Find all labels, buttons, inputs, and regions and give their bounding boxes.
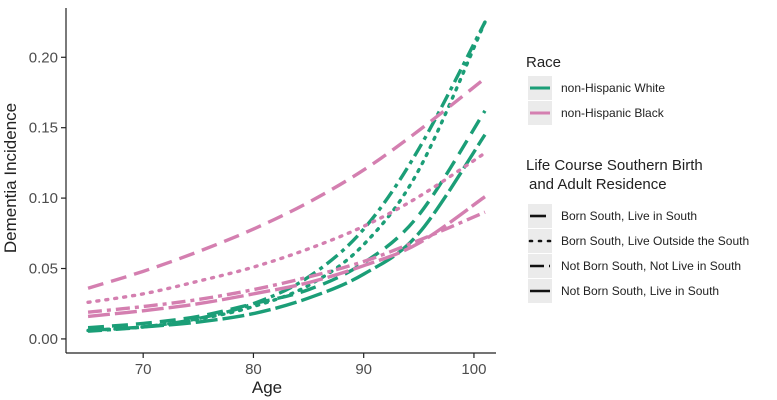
series-line-black-dashdot — [87, 210, 486, 314]
y-tick-label: 0.05 — [29, 261, 58, 278]
x-tick-label: 90 — [355, 361, 372, 378]
y-axis-ticks: 0.00 0.05 0.10 0.15 0.20 — [29, 49, 66, 348]
race-legend-entries: non-Hispanic White non-Hispanic Black — [528, 76, 665, 125]
series-line-white-dotted — [86, 20, 487, 333]
legend-life-course-title-line-2: and Adult Residence — [529, 176, 667, 193]
y-tick-label: 0.15 — [29, 120, 58, 137]
legend-life-course-title-line-1: Life Course Southern Birth — [526, 157, 703, 174]
y-axis-title: Dementia Incidence — [1, 103, 20, 253]
x-tick-label: 100 — [461, 361, 486, 378]
life-course-legend-entries: Born South, Live in South Born South, Liv… — [528, 204, 749, 303]
series-line-black-dotted — [86, 151, 487, 305]
legend: Race non-Hispanic White non-Hispanic Blac… — [526, 54, 749, 303]
legend-label-dotted: Born South, Live Outside the South — [561, 234, 749, 248]
series-line-white-longdash — [87, 109, 487, 330]
x-tick-label: 70 — [135, 361, 152, 378]
legend-label-dashdot: Not Born South, Not Live in South — [561, 259, 741, 273]
series-line-white-dashdot — [87, 21, 487, 333]
legend-label-black: non-Hispanic Black — [561, 106, 665, 120]
series-line-white-solid-dash — [87, 133, 487, 333]
x-axis-title: Age — [252, 378, 282, 397]
series-lines — [86, 20, 487, 333]
legend-race-title: Race — [526, 54, 561, 71]
series-line-black-solid-dash — [87, 195, 486, 319]
legend-label-white: non-Hispanic White — [561, 81, 665, 95]
y-tick-label: 0.00 — [29, 331, 58, 348]
y-tick-label: 0.20 — [29, 49, 58, 66]
x-axis-ticks: 70 80 90 100 — [135, 353, 486, 378]
legend-label-longdash: Born South, Live in South — [561, 209, 697, 223]
plot-area: 0.00 0.05 0.10 0.15 0.20 70 80 90 100 — [29, 8, 496, 378]
x-tick-label: 80 — [245, 361, 262, 378]
legend-label-solid-dash: Not Born South, Live in South — [561, 284, 719, 298]
y-tick-label: 0.10 — [29, 190, 58, 207]
series-line-black-longdash — [87, 77, 487, 290]
